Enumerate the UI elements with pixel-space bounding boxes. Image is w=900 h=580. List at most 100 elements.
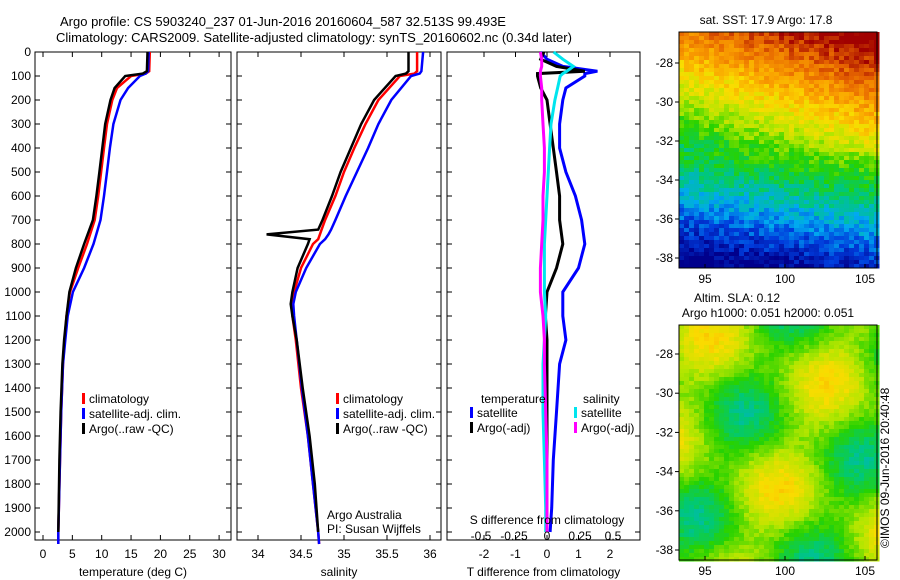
map-pixel	[749, 220, 755, 225]
map-pixel	[809, 361, 815, 366]
map-pixel	[784, 240, 790, 245]
map-pixel	[709, 381, 715, 386]
map-pixel	[744, 188, 750, 193]
map-pixel	[724, 461, 730, 466]
map-pixel	[779, 453, 785, 458]
map-pixel	[749, 228, 755, 233]
map-pixel	[684, 72, 690, 77]
map-pixel	[679, 216, 685, 221]
map-pixel	[729, 156, 735, 161]
map-pixel	[739, 92, 745, 97]
map-pixel	[789, 148, 795, 153]
map-pixel	[799, 80, 805, 85]
map-pixel	[714, 40, 720, 45]
map-pixel	[799, 401, 805, 406]
map-pixel	[769, 397, 775, 402]
map-pixel	[699, 40, 705, 45]
map-pixel	[704, 144, 710, 149]
map-pixel	[834, 325, 840, 330]
map-pixel	[844, 425, 850, 430]
map-pixel	[804, 341, 810, 346]
map-pixel	[709, 204, 715, 209]
map-pixel	[849, 52, 855, 57]
map-pixel	[869, 48, 875, 53]
map-pixel	[754, 545, 760, 550]
map-pixel	[744, 405, 750, 410]
map-pixel	[834, 389, 840, 394]
map-pixel	[809, 497, 815, 502]
map-pixel	[749, 461, 755, 466]
map-pixel	[729, 164, 735, 169]
map-pixel	[749, 393, 755, 398]
map-pixel	[744, 357, 750, 362]
map-pixel	[869, 80, 875, 85]
map-pixel	[779, 80, 785, 85]
map-pixel	[869, 429, 875, 434]
map-pixel	[724, 168, 730, 173]
map-pixel	[794, 160, 800, 165]
map-pixel	[734, 369, 740, 374]
map-pixel	[834, 385, 840, 390]
map-pixel	[734, 553, 740, 558]
map-pixel	[844, 553, 850, 558]
map-pixel	[699, 345, 705, 350]
map-pixel	[854, 264, 860, 269]
map-pixel	[764, 220, 770, 225]
map-pixel	[749, 216, 755, 221]
map-pixel	[684, 329, 690, 334]
map-pixel	[734, 116, 740, 121]
map-pixel	[829, 120, 835, 125]
map-pixel	[764, 96, 770, 101]
map-pixel	[854, 449, 860, 454]
map-pixel	[744, 393, 750, 398]
map-pixel	[694, 164, 700, 169]
map-pixel	[824, 128, 830, 133]
map-pixel	[704, 421, 710, 426]
map-pixel	[854, 80, 860, 85]
map-pixel	[789, 204, 795, 209]
map-pixel	[684, 172, 690, 177]
map-pixel	[769, 60, 775, 65]
map-pixel	[814, 429, 820, 434]
map-pixel	[724, 260, 730, 265]
map-pixel	[859, 32, 865, 37]
map-pixel	[749, 525, 755, 530]
map-pixel	[794, 553, 800, 558]
map-pixel	[699, 220, 705, 225]
map-pixel	[784, 513, 790, 518]
map-pixel	[744, 148, 750, 153]
map-pixel	[794, 537, 800, 542]
map-pixel	[864, 92, 870, 97]
map-pixel	[714, 100, 720, 105]
map-pixel	[754, 433, 760, 438]
map-pixel	[729, 385, 735, 390]
map-pixel	[769, 489, 775, 494]
map-pixel	[724, 136, 730, 141]
map-pixel	[749, 248, 755, 253]
temperature-panel-xtick-label: 20	[154, 547, 168, 561]
map-pixel	[749, 409, 755, 414]
map-pixel	[689, 349, 695, 354]
map-pixel	[799, 445, 805, 450]
map-pixel	[744, 64, 750, 69]
map-pixel	[824, 557, 830, 562]
map-pixel	[834, 96, 840, 101]
map-pixel	[804, 260, 810, 265]
map-pixel	[779, 96, 785, 101]
map-pixel	[789, 264, 795, 269]
map-pixel	[734, 260, 740, 265]
map-pixel	[689, 168, 695, 173]
map-pixel	[719, 501, 725, 506]
map-pixel	[779, 216, 785, 221]
map-pixel	[729, 204, 735, 209]
map-pixel	[694, 216, 700, 221]
map-pixel	[779, 481, 785, 486]
map-pixel	[779, 248, 785, 253]
map-pixel	[689, 361, 695, 366]
sla-map-ytick-label: -28	[656, 347, 674, 361]
map-pixel	[719, 349, 725, 354]
map-pixel	[844, 397, 850, 402]
map-pixel	[869, 337, 875, 342]
map-pixel	[744, 160, 750, 165]
map-pixel	[684, 513, 690, 518]
